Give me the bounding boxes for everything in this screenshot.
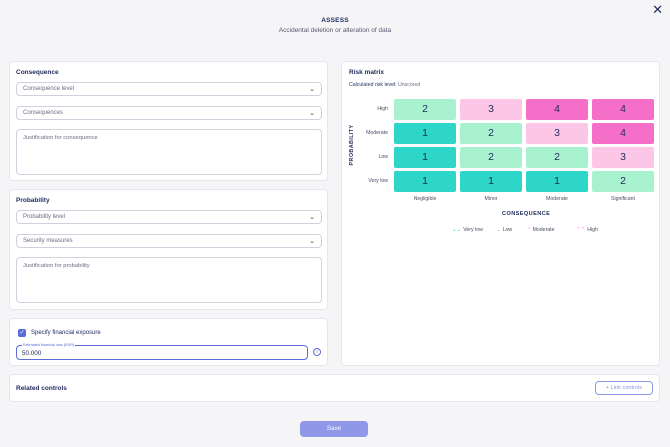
modal-title: ASSESS: [321, 17, 349, 24]
consequence-title: Consequence: [16, 69, 59, 76]
consequence-justification-placeholder: Justification for consequence: [23, 135, 98, 141]
financial-card: ✓ Specify financial exposure Estimated f…: [9, 318, 328, 366]
consequence-level-select[interactable]: Consequence level ⌄: [16, 82, 322, 96]
consequence-axis-label: CONSEQUENCE: [502, 211, 551, 217]
legend-label: Low: [502, 227, 513, 233]
probability-justification-field[interactable]: Justification for probability: [16, 257, 322, 303]
financial-loss-label: Estimated financial loss (EUR): [22, 343, 76, 347]
chevron-down-icon: ⌄: [309, 86, 315, 93]
calculated-risk-value: Unscored: [398, 82, 421, 88]
matrix-cell[interactable]: 2: [460, 147, 522, 168]
matrix-cell[interactable]: 2: [592, 171, 654, 192]
link-controls-label: Link controls: [610, 385, 643, 391]
double-chevron-up-icon: ⌃⌃: [576, 227, 586, 233]
matrix-cell[interactable]: 2: [526, 147, 588, 168]
info-icon[interactable]: i: [313, 348, 321, 356]
probability-axis-label: PROBABILITY: [349, 124, 355, 166]
financial-exposure-label: Specify financial exposure: [31, 330, 101, 336]
matrix-cell[interactable]: 4: [526, 99, 588, 120]
plus-icon: +: [605, 385, 611, 391]
probability-level-select[interactable]: Probability level ⌄: [16, 210, 322, 224]
matrix-cell[interactable]: 1: [460, 171, 522, 192]
legend-item: ⌄⌄ Very low: [452, 227, 483, 233]
financial-loss-value: 50.000: [22, 350, 42, 357]
matrix-row-label: High: [377, 106, 388, 112]
link-controls-button[interactable]: + Link controls: [595, 381, 653, 395]
modal-subtitle: Accidental deletion or alteration of dat…: [278, 27, 392, 34]
matrix-cell[interactable]: 1: [526, 171, 588, 192]
matrix-cell[interactable]: 4: [592, 123, 654, 144]
security-measures-placeholder: Security measures: [23, 238, 73, 244]
consequences-placeholder: Consequences: [23, 110, 64, 116]
chevron-down-icon: ⌄: [309, 238, 315, 245]
probability-card: Probability Probability level ⌄ Security…: [9, 189, 328, 310]
legend-label: Moderate: [532, 227, 555, 233]
probability-justification-placeholder: Justification for probability: [23, 263, 90, 269]
chevron-down-icon: ⌄: [309, 110, 315, 117]
matrix-cell[interactable]: 1: [394, 147, 456, 168]
calculated-risk-label: Calculated risk level:: [349, 82, 397, 88]
legend-item: ⌃⌃ High: [576, 227, 598, 233]
matrix-cell[interactable]: 1: [394, 123, 456, 144]
matrix-cell[interactable]: 3: [460, 99, 522, 120]
related-controls-title: Related controls: [16, 385, 67, 392]
matrix-cell[interactable]: 1: [394, 171, 456, 192]
matrix-cell[interactable]: 2: [394, 99, 456, 120]
financial-exposure-checkbox[interactable]: ✓: [18, 329, 26, 337]
matrix-column-label: Negligible: [413, 196, 437, 202]
matrix-column-label: Significant: [611, 196, 635, 202]
matrix-row-label: Low: [378, 154, 388, 160]
chevron-down-icon: ⌄: [309, 214, 315, 221]
legend-label: High: [587, 227, 598, 233]
risk-matrix-title: Risk matrix: [349, 69, 385, 76]
legend-item: ^ Moderate: [528, 227, 555, 233]
probability-title: Probability: [16, 197, 50, 204]
close-icon[interactable]: ✕: [652, 2, 663, 17]
matrix-row-label: Very low: [368, 178, 388, 184]
related-controls-card: Related controls + Link controls: [9, 374, 660, 402]
matrix-cell[interactable]: 3: [526, 123, 588, 144]
calculated-risk-level: Calculated risk level: Unscored: [349, 82, 420, 88]
double-chevron-down-icon: ⌄⌄: [452, 227, 462, 233]
matrix-cell[interactable]: 3: [592, 147, 654, 168]
consequences-select[interactable]: Consequences ⌄: [16, 106, 322, 120]
matrix-cell[interactable]: 4: [592, 99, 654, 120]
financial-loss-input[interactable]: Estimated financial loss (EUR) 50.000: [16, 343, 308, 360]
chevron-up-icon: ^: [528, 227, 531, 233]
consequence-justification-field[interactable]: Justification for consequence: [16, 129, 322, 175]
save-button[interactable]: Save: [300, 421, 368, 437]
matrix-column-label: Minor: [484, 196, 498, 202]
consequence-card: Consequence Consequence level ⌄ Conseque…: [9, 61, 328, 181]
chevron-down-icon: ⌄: [496, 227, 501, 233]
probability-level-placeholder: Probability level: [23, 214, 66, 220]
matrix-column-label: Moderate: [546, 196, 568, 202]
legend-label: Very low: [463, 227, 483, 233]
legend-item: ⌄ Low: [496, 227, 512, 233]
security-measures-select[interactable]: Security measures ⌄: [16, 234, 322, 248]
matrix-cell[interactable]: 2: [460, 123, 522, 144]
matrix-row-label: Moderate: [366, 130, 388, 136]
consequence-level-placeholder: Consequence level: [23, 86, 75, 92]
risk-matrix-card: Risk matrix Calculated risk level: Unsco…: [341, 61, 660, 366]
